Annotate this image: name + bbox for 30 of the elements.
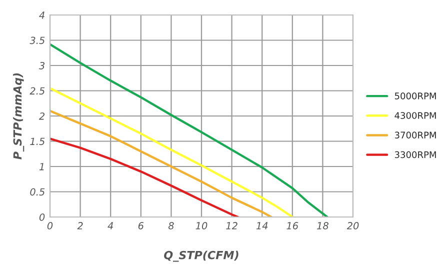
line-series <box>50 110 272 217</box>
y-tick-label: 0.5 <box>30 188 45 196</box>
x-tick-label: 12 <box>226 222 238 230</box>
x-tick-label: 8 <box>168 222 174 230</box>
x-tick-label: 6 <box>138 222 144 230</box>
y-tick-label: 2 <box>38 112 45 120</box>
x-tick-label: 2 <box>77 222 83 230</box>
legend-label: 4300RPM <box>394 112 436 119</box>
y-tick-label: 1 <box>39 163 44 170</box>
legend-label: 5000RPM <box>394 92 436 100</box>
x-tick-label: 0 <box>47 222 53 230</box>
x-tick-label: 14 <box>256 222 268 230</box>
y-tick-label: 3.5 <box>30 36 45 44</box>
legend-label: 3700RPM <box>394 132 436 139</box>
x-tick-label: 18 <box>316 222 328 230</box>
x-tick-label: 20 <box>346 222 359 230</box>
y-tick-label: 1.5 <box>30 138 45 146</box>
y-tick-label: 2.5 <box>30 87 45 95</box>
x-tick-label: 16 <box>286 222 298 230</box>
y-tick-label: 3 <box>38 62 45 70</box>
line-series <box>50 87 294 217</box>
line-series <box>50 43 328 217</box>
x-axis-title: Q_STP(CFM) <box>164 250 238 262</box>
y-axis-title: P_STP(mmAq) <box>13 73 24 160</box>
x-tick-label: 4 <box>108 222 113 230</box>
legend-label: 3300RPM <box>394 151 436 158</box>
x-tick-label: 10 <box>196 222 208 230</box>
y-tick-label: 0 <box>39 213 45 221</box>
y-tick-label: 4 <box>39 12 44 19</box>
line-series <box>50 138 239 217</box>
